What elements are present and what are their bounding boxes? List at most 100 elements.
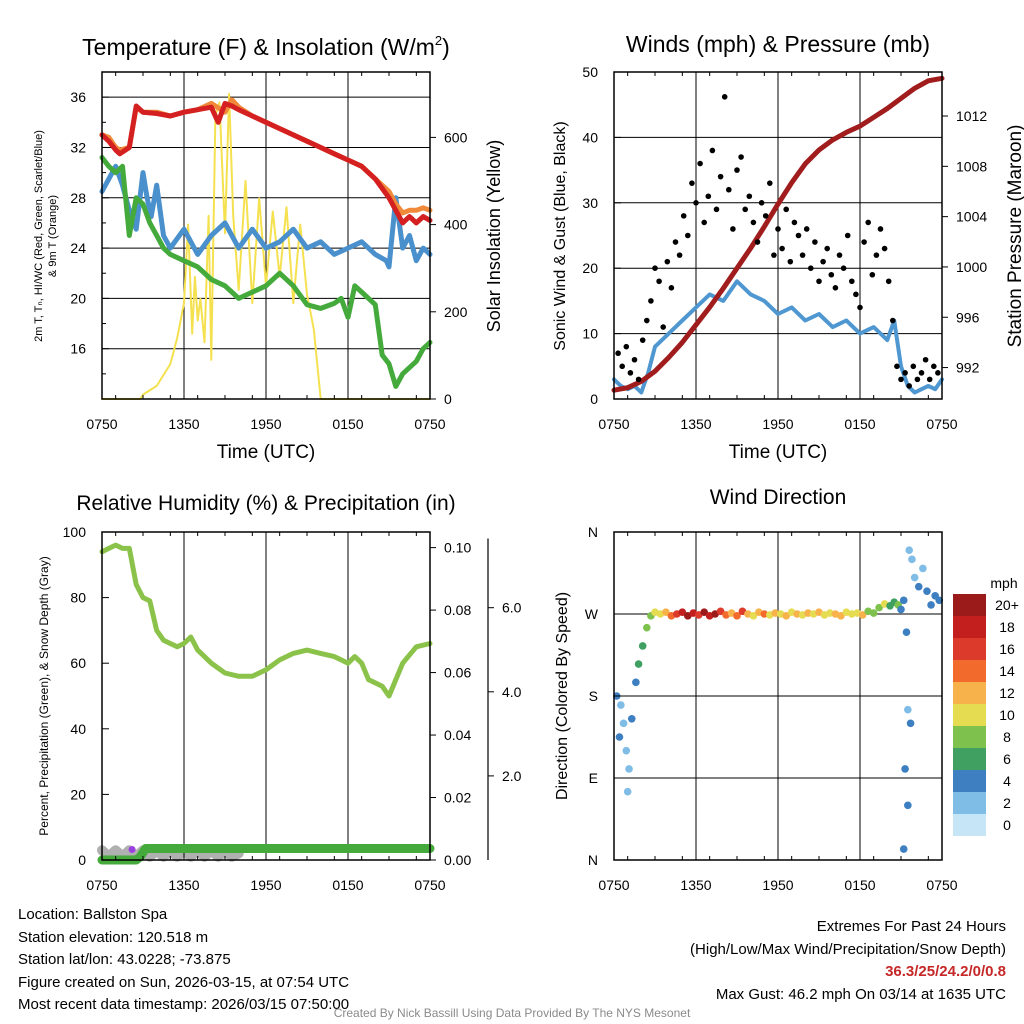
gust-point: [840, 265, 847, 272]
pressure-tick-label: 1000: [956, 259, 987, 275]
ytick-label: 0: [78, 852, 86, 868]
gust-point: [861, 239, 867, 245]
gust-point: [713, 206, 720, 213]
gust-point: [693, 200, 699, 206]
direction-point: [678, 608, 687, 616]
xtick-label: 1350: [680, 416, 711, 432]
xtick-label: 1950: [250, 416, 281, 432]
xtick-label: 0750: [926, 416, 957, 432]
ytick-label: S: [589, 688, 598, 704]
ytick-label: 0: [590, 391, 598, 407]
gust-point: [816, 278, 822, 285]
direction-point: [623, 787, 632, 796]
colorbar-label: 8: [1003, 729, 1011, 745]
direction-point: [935, 596, 944, 605]
gust-point: [918, 370, 925, 376]
direction-point: [904, 705, 912, 714]
direction-point: [897, 605, 905, 614]
gust-point: [779, 245, 785, 252]
ytick-label: W: [585, 606, 599, 622]
temperature-ylabel-line2: & 9m T (Orange): [47, 195, 59, 277]
direction-point: [875, 603, 883, 612]
xtick-label: 0150: [844, 416, 875, 432]
direction-point: [899, 845, 908, 853]
winds-xlabel: Time (UTC): [729, 442, 828, 463]
ytick-label: E: [589, 770, 598, 786]
ytick-label: 24: [70, 240, 86, 256]
gust-point: [668, 285, 675, 291]
colorbar-label: 6: [1003, 751, 1011, 767]
colorbar-label: 2: [1003, 795, 1011, 811]
series-relative-humidity: [99, 542, 433, 699]
gust-point: [902, 370, 908, 376]
ytick-label: 20: [70, 786, 86, 802]
direction-point: [904, 801, 912, 810]
direction-point: [919, 564, 927, 573]
direction-ylabel: Direction (Colored By Speed): [554, 592, 571, 800]
temperature-ylabel2: Solar Insolation (Yellow): [484, 140, 504, 332]
snow-tick-label: 2.0: [502, 768, 522, 784]
gust-point: [873, 252, 880, 258]
gust-point: [758, 200, 765, 206]
xtick-label: 1950: [762, 416, 793, 432]
humidity-panel: Relative Humidity (%) & Precipitation (i…: [37, 492, 522, 893]
gust-point: [844, 232, 851, 239]
colorbar-swatch: [953, 638, 986, 660]
gust-point: [791, 219, 798, 226]
gust-point: [849, 278, 855, 285]
direction-point: [619, 719, 628, 728]
gust-point: [890, 317, 896, 324]
series-2m-temperature: [99, 100, 433, 226]
xtick-label: 1350: [168, 877, 199, 893]
gust-point: [754, 239, 761, 245]
pressure-tick-label: 1004: [956, 209, 987, 225]
gust-point: [857, 304, 863, 311]
ytick-label: 20: [582, 260, 598, 276]
ytick-label: 30: [582, 195, 598, 211]
gust-point: [648, 298, 654, 304]
ytick-label: 60: [70, 655, 86, 671]
gust-point: [771, 252, 777, 258]
gust-point: [935, 370, 941, 376]
gust-point: [705, 193, 712, 200]
gust-point: [762, 213, 769, 219]
station-elevation: Station elevation: 120.518 m: [18, 928, 209, 946]
precip-tick-label: 0.10: [444, 540, 471, 556]
gust-point: [742, 206, 748, 213]
gust-point: [824, 245, 830, 252]
colorbar-swatch: [953, 704, 986, 726]
gust-point: [799, 252, 806, 258]
humidity-title: Relative Humidity (%) & Precipitation (i…: [76, 492, 455, 515]
colorbar-swatch: [953, 660, 986, 682]
direction-point: [899, 596, 908, 605]
gust-point: [828, 271, 835, 278]
ytick-label: 28: [70, 190, 86, 206]
direction-point: [617, 701, 625, 709]
gust-point: [644, 317, 650, 324]
gust-point: [803, 226, 810, 232]
xtick-label: 1350: [680, 877, 711, 893]
gust-point: [836, 252, 843, 258]
gust-point: [881, 245, 888, 252]
credit-line: Created By Nick Bassill Using Data Provi…: [333, 1006, 691, 1020]
temperature-axes: 0750 1350 1950 0150 0750 16 20 24 28 32 36 0 200 400 6…: [70, 71, 468, 432]
xtick-label: 0750: [86, 416, 117, 432]
series-dew-point: [99, 155, 433, 389]
colorbar-swatch: [953, 682, 986, 704]
gust-point: [656, 278, 662, 285]
xtick-label: 0750: [414, 877, 445, 893]
direction-series: [612, 546, 944, 853]
colorbar-label: 4: [1003, 773, 1011, 789]
ytick-label: 50: [582, 64, 598, 80]
gust-point: [652, 265, 658, 272]
xtick-label: 1950: [250, 877, 281, 893]
direction-point: [749, 612, 758, 620]
gust-point: [730, 226, 736, 232]
gust-point: [680, 213, 687, 219]
gust-point: [738, 154, 744, 160]
gust-point: [853, 291, 859, 298]
direction-point: [782, 612, 790, 620]
winds-axes: 0750 1350 1950 0150 075001020304050992996100…: [582, 64, 987, 432]
snow-tick-label: 4.0: [502, 684, 522, 700]
